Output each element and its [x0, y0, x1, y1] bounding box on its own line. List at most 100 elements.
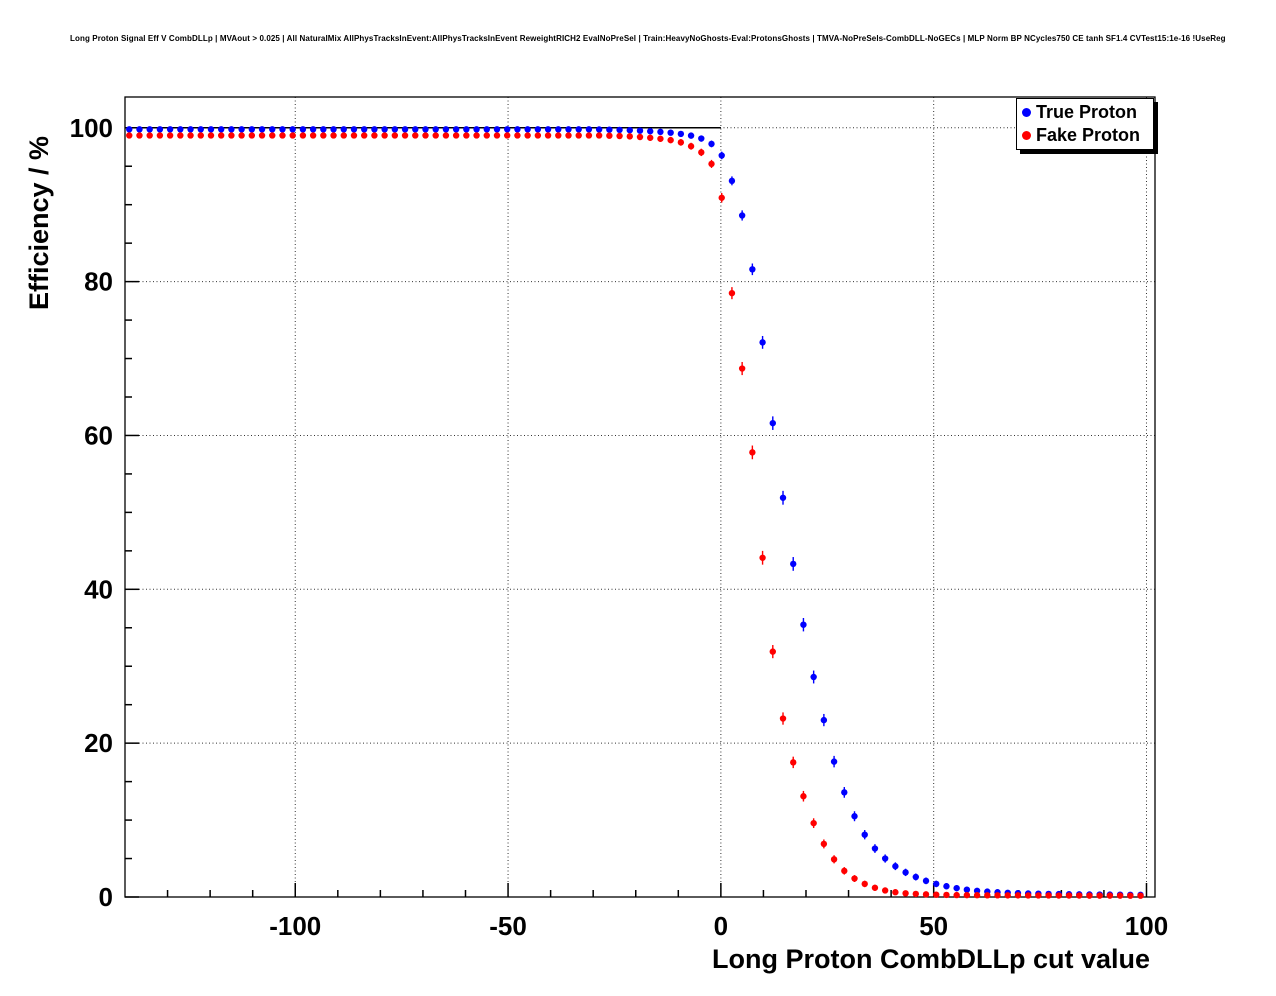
data-point-true-proton — [452, 126, 460, 133]
data-point-true-proton — [371, 126, 378, 133]
data-point-fake-proton — [595, 132, 603, 139]
data-point-true-proton — [943, 883, 950, 890]
data-point-fake-proton — [136, 132, 143, 139]
data-point-true-proton — [698, 135, 705, 142]
data-point-fake-proton — [248, 132, 256, 139]
data-point-true-proton — [412, 126, 419, 133]
data-point-true-proton — [544, 126, 552, 133]
data-point-true-proton — [248, 126, 256, 133]
data-point-true-proton — [350, 126, 358, 133]
data-point-fake-proton — [647, 134, 654, 141]
legend-label-fake-proton: Fake Proton — [1036, 125, 1141, 145]
data-point-fake-proton — [299, 132, 307, 139]
data-point-fake-proton — [943, 891, 950, 899]
data-point-fake-proton — [197, 132, 204, 139]
data-point-true-proton — [238, 126, 245, 133]
data-point-fake-proton — [922, 891, 930, 898]
y-tick-label: 20 — [84, 728, 113, 758]
data-point-fake-proton — [381, 132, 388, 139]
data-point-true-proton — [146, 126, 153, 133]
data-point-fake-proton — [667, 136, 674, 144]
data-point-fake-proton — [320, 132, 327, 139]
x-tick-label: -100 — [269, 911, 321, 941]
data-point-fake-proton — [391, 132, 399, 139]
data-point-fake-proton — [544, 132, 552, 139]
data-point-fake-proton — [1045, 892, 1052, 899]
x-tick-label: -50 — [489, 911, 527, 941]
data-point-true-proton — [289, 126, 296, 133]
data-point-true-proton — [749, 266, 756, 273]
data-point-true-proton — [207, 126, 215, 133]
data-point-fake-proton — [555, 132, 562, 139]
legend-entry-fake-proton: Fake Proton — [1017, 124, 1153, 147]
data-point-true-proton — [422, 126, 429, 133]
y-tick-label: 100 — [70, 113, 113, 143]
data-point-fake-proton — [616, 132, 623, 140]
data-point-true-proton — [126, 126, 133, 133]
data-point-fake-proton — [524, 132, 531, 139]
data-point-fake-proton — [718, 194, 725, 201]
data-point-fake-proton — [933, 891, 940, 898]
data-point-fake-proton — [1137, 892, 1144, 899]
data-point-true-proton — [973, 887, 981, 895]
data-point-fake-proton — [973, 892, 981, 899]
data-point-true-proton — [309, 126, 317, 133]
data-point-fake-proton — [851, 875, 858, 882]
data-point-fake-proton — [156, 132, 164, 139]
data-point-fake-proton — [728, 289, 736, 297]
y-tick-label: 80 — [84, 267, 113, 297]
data-point-fake-proton — [146, 132, 153, 139]
data-point-fake-proton — [698, 149, 705, 156]
data-point-true-proton — [922, 877, 930, 885]
data-point-true-proton — [269, 126, 276, 133]
data-point-fake-proton — [708, 160, 715, 168]
data-point-fake-proton — [881, 887, 889, 894]
data-point-true-proton — [166, 126, 174, 133]
data-point-fake-proton — [687, 143, 695, 150]
data-point-fake-proton — [984, 892, 991, 899]
data-point-fake-proton — [636, 133, 644, 141]
data-point-true-proton — [687, 132, 695, 139]
data-point-true-proton — [912, 873, 920, 881]
data-point-fake-proton — [1116, 892, 1124, 899]
data-point-true-proton — [330, 126, 337, 133]
data-point-fake-proton — [800, 793, 807, 800]
data-point-fake-proton — [309, 132, 317, 139]
data-point-fake-proton — [953, 891, 960, 899]
data-point-true-proton — [759, 339, 766, 346]
true-proton-marker-icon — [1022, 108, 1031, 117]
data-point-true-proton — [841, 789, 848, 796]
y-tick-label: 60 — [84, 420, 113, 450]
data-point-fake-proton — [1106, 892, 1114, 899]
data-point-true-proton — [483, 126, 490, 133]
legend-entry-true-proton: True Proton — [1017, 101, 1153, 124]
data-point-true-proton — [769, 419, 776, 427]
data-point-true-proton — [861, 831, 868, 838]
data-point-fake-proton — [902, 890, 909, 897]
x-tick-label: 100 — [1125, 911, 1168, 941]
data-point-fake-proton — [514, 132, 521, 139]
y-tick-label: 0 — [99, 882, 113, 912]
data-point-true-proton — [575, 126, 582, 133]
data-point-true-proton — [524, 126, 531, 133]
data-point-fake-proton — [330, 132, 337, 139]
y-tick-label: 40 — [84, 574, 113, 604]
data-point-fake-proton — [473, 132, 480, 139]
data-point-fake-proton — [830, 856, 838, 863]
data-point-fake-proton — [350, 132, 358, 139]
x-tick-label: 50 — [919, 911, 948, 941]
data-point-fake-proton — [401, 132, 409, 139]
data-point-fake-proton — [749, 449, 756, 456]
data-point-true-proton — [677, 130, 685, 138]
data-point-fake-proton — [126, 132, 133, 139]
data-point-true-proton — [136, 126, 143, 133]
data-point-fake-proton — [360, 132, 368, 139]
data-point-true-proton — [636, 127, 644, 134]
data-point-fake-proton — [340, 132, 347, 139]
data-point-true-proton — [851, 813, 858, 820]
data-point-fake-proton — [892, 889, 899, 896]
data-point-true-proton — [820, 716, 828, 724]
data-point-fake-proton — [606, 132, 613, 139]
data-point-true-proton — [647, 128, 654, 135]
data-point-fake-proton — [575, 132, 582, 139]
